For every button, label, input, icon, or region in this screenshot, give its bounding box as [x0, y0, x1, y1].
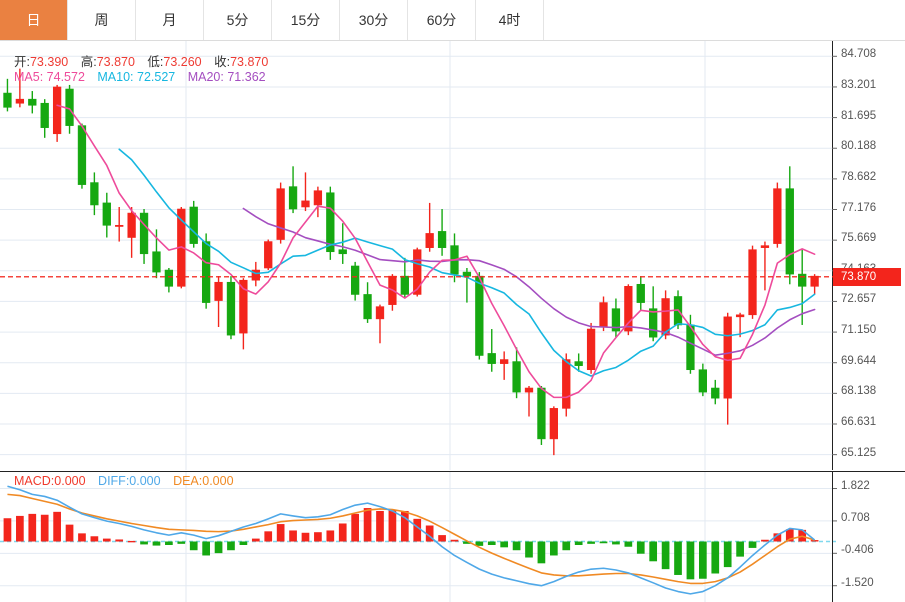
macd-chart-svg — [0, 472, 837, 602]
tab-period-1[interactable]: 周 — [68, 0, 136, 40]
price-axis-tick-label: 68.138 — [841, 385, 877, 398]
dea-label: DEA: — [173, 474, 203, 488]
dea-value: 0.000 — [202, 474, 234, 488]
tab-period-3[interactable]: 5分 — [204, 0, 272, 40]
period-tab-bar: 日 周 月 5分 15分 30分 60分 4时 — [0, 0, 905, 41]
ma10-label: MA10: — [97, 70, 134, 84]
macd-chart-panel[interactable] — [0, 471, 905, 602]
last-price-badge: 73.870 — [833, 267, 901, 286]
tab-bar-empty-space — [544, 0, 905, 40]
tab-period-7[interactable]: 4时 — [476, 0, 544, 40]
moving-average-legend: MA5: 74.572 MA10: 72.527 MA20: 71.362 — [14, 70, 275, 84]
tab-period-4[interactable]: 15分 — [272, 0, 340, 40]
open-label: 开: — [14, 55, 30, 69]
tab-period-2[interactable]: 月 — [136, 0, 204, 40]
close-value: 73.870 — [230, 55, 269, 69]
macd-axis-tick-label: 0.708 — [841, 511, 870, 524]
diff-label: DIFF: — [98, 474, 130, 488]
ma20-label: MA20: — [187, 70, 224, 84]
tab-label: 月 — [162, 12, 177, 28]
price-chart-svg — [0, 41, 837, 470]
macd-legend: MACD:0.000 DIFF:0.000 DEA:0.000 — [14, 474, 243, 488]
tab-label: 30分 — [358, 12, 389, 28]
tab-label: 15分 — [290, 12, 321, 28]
ma10-value: 72.527 — [137, 70, 176, 84]
low-label: 低: — [147, 55, 164, 69]
price-axis-tick-label: 65.125 — [841, 446, 877, 459]
tab-period-5[interactable]: 30分 — [340, 0, 408, 40]
open-value: 73.390 — [29, 55, 69, 69]
tab-label: 60分 — [426, 12, 457, 28]
high-label: 高: — [80, 55, 97, 69]
tab-active-period-0[interactable]: 日 — [0, 0, 68, 40]
low-value: 73.260 — [163, 55, 202, 69]
price-axis-tick-label: 78.682 — [841, 170, 877, 183]
tab-period-6[interactable]: 60分 — [408, 0, 476, 40]
price-axis-tick-label: 75.669 — [841, 232, 877, 245]
close-label: 收: — [214, 55, 231, 69]
ma5-label: MA5: — [14, 70, 44, 84]
tab-label: 周 — [94, 12, 109, 28]
price-axis-tick-label: 71.150 — [841, 324, 877, 337]
macd-axis-tick-label: 1.822 — [841, 479, 870, 492]
diff-value: 0.000 — [129, 474, 161, 488]
macd-axis-tick-label: -0.406 — [841, 544, 874, 557]
price-axis-tick-label: 83.201 — [841, 78, 877, 91]
ma5-value: 74.572 — [46, 70, 85, 84]
price-axis-tick-label: 80.188 — [841, 140, 877, 153]
macd-axis-tick-label: -1.520 — [841, 576, 874, 589]
macd-value: 0.000 — [54, 474, 86, 488]
ohlc-legend: 开:73.390 高:73.870 低:73.260 收:73.870 — [14, 51, 277, 70]
high-value: 73.870 — [96, 55, 135, 69]
price-axis-tick-label: 72.657 — [841, 293, 877, 306]
ma20-value: 71.362 — [227, 70, 266, 84]
price-axis-tick-label: 77.176 — [841, 201, 877, 214]
price-axis-tick-label: 66.631 — [841, 416, 877, 428]
tab-label: 4时 — [498, 12, 521, 28]
price-chart-panel[interactable] — [0, 41, 905, 470]
tab-label: 5分 — [226, 12, 249, 28]
price-axis-tick-label: 81.695 — [841, 109, 877, 122]
price-axis-tick-label: 69.644 — [841, 354, 877, 367]
macd-label: MACD: — [14, 474, 55, 488]
price-axis-tick-label: 84.708 — [841, 48, 877, 61]
tab-label: 日 — [26, 12, 41, 28]
